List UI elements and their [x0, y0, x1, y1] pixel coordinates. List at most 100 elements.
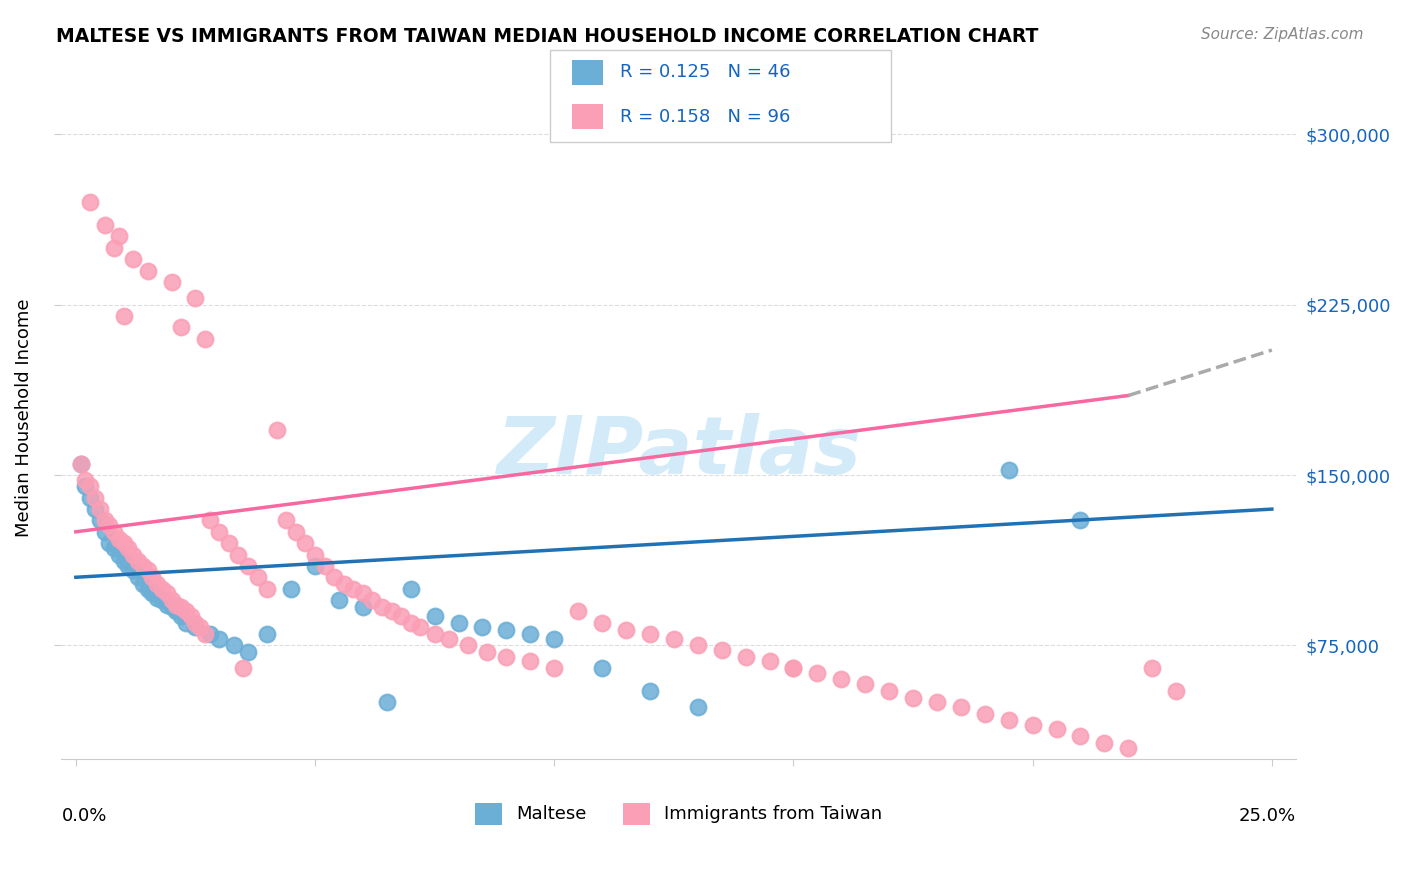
Point	[75, 479, 97, 493]
Point	[93, 513, 115, 527]
Point	[236, 645, 259, 659]
Point	[901, 690, 924, 705]
Point	[806, 665, 828, 680]
Point	[447, 615, 470, 630]
Text: ZIPatlas: ZIPatlas	[496, 413, 860, 491]
Point	[591, 661, 613, 675]
Point	[471, 620, 494, 634]
Point	[103, 541, 125, 555]
Point	[495, 649, 517, 664]
Point	[686, 699, 709, 714]
Point	[160, 599, 183, 614]
Point	[495, 623, 517, 637]
Point	[174, 615, 197, 630]
Point	[208, 524, 231, 539]
Point	[399, 582, 422, 596]
Point	[146, 591, 169, 605]
Point	[314, 558, 336, 573]
Point	[1045, 723, 1067, 737]
Point	[198, 627, 221, 641]
Point	[170, 608, 193, 623]
Point	[184, 615, 207, 630]
Point	[98, 518, 121, 533]
Point	[323, 570, 346, 584]
Point	[853, 677, 876, 691]
Point	[997, 714, 1019, 728]
Point	[136, 564, 159, 578]
Point	[127, 554, 149, 568]
Point	[997, 463, 1019, 477]
Point	[830, 673, 852, 687]
Point	[132, 577, 155, 591]
Point	[1118, 740, 1140, 755]
Point	[98, 536, 121, 550]
Point	[280, 582, 302, 596]
Point	[141, 586, 163, 600]
Point	[638, 683, 661, 698]
Point	[1166, 683, 1188, 698]
Text: Source: ZipAtlas.com: Source: ZipAtlas.com	[1201, 27, 1364, 42]
Point	[877, 683, 900, 698]
Point	[146, 577, 169, 591]
Point	[782, 661, 804, 675]
Point	[127, 570, 149, 584]
Point	[284, 524, 307, 539]
Point	[294, 536, 316, 550]
Point	[108, 229, 131, 244]
Point	[69, 457, 91, 471]
Point	[194, 627, 217, 641]
Point	[266, 423, 288, 437]
Point	[375, 695, 398, 709]
Point	[89, 502, 111, 516]
Point	[925, 695, 948, 709]
Point	[519, 654, 541, 668]
Point	[332, 577, 354, 591]
Point	[218, 536, 240, 550]
Point	[222, 639, 245, 653]
Point	[194, 332, 217, 346]
Point	[1069, 513, 1091, 527]
Point	[117, 558, 139, 573]
Point	[246, 570, 269, 584]
Point	[662, 632, 685, 646]
Point	[256, 582, 278, 596]
Point	[389, 608, 412, 623]
Point	[79, 479, 101, 493]
Point	[79, 195, 101, 210]
Point	[150, 593, 173, 607]
Point	[117, 541, 139, 555]
Point	[103, 524, 125, 539]
Point	[782, 661, 804, 675]
Point	[477, 645, 499, 659]
Point	[342, 582, 364, 596]
Point	[734, 649, 756, 664]
Point	[160, 593, 183, 607]
Point	[79, 491, 101, 505]
Text: 0.0%: 0.0%	[62, 806, 107, 825]
Point	[352, 586, 374, 600]
Point	[89, 513, 111, 527]
Point	[567, 604, 589, 618]
Point	[228, 548, 250, 562]
Text: MALTESE VS IMMIGRANTS FROM TAIWAN MEDIAN HOUSEHOLD INCOME CORRELATION CHART: MALTESE VS IMMIGRANTS FROM TAIWAN MEDIAN…	[56, 27, 1039, 45]
Point	[84, 502, 107, 516]
Point	[352, 599, 374, 614]
Point	[361, 593, 384, 607]
Point	[614, 623, 637, 637]
Point	[973, 706, 995, 721]
Point	[84, 491, 107, 505]
Point	[232, 661, 254, 675]
Point	[136, 263, 159, 277]
Point	[1092, 736, 1115, 750]
Point	[122, 564, 145, 578]
Point	[638, 627, 661, 641]
Point	[423, 608, 446, 623]
Point	[174, 604, 197, 618]
Point	[93, 524, 115, 539]
Point	[180, 608, 202, 623]
Legend: Maltese, Immigrants from Taiwan: Maltese, Immigrants from Taiwan	[468, 796, 890, 831]
Point	[141, 570, 163, 584]
Point	[591, 615, 613, 630]
Point	[69, 457, 91, 471]
Point	[112, 536, 135, 550]
